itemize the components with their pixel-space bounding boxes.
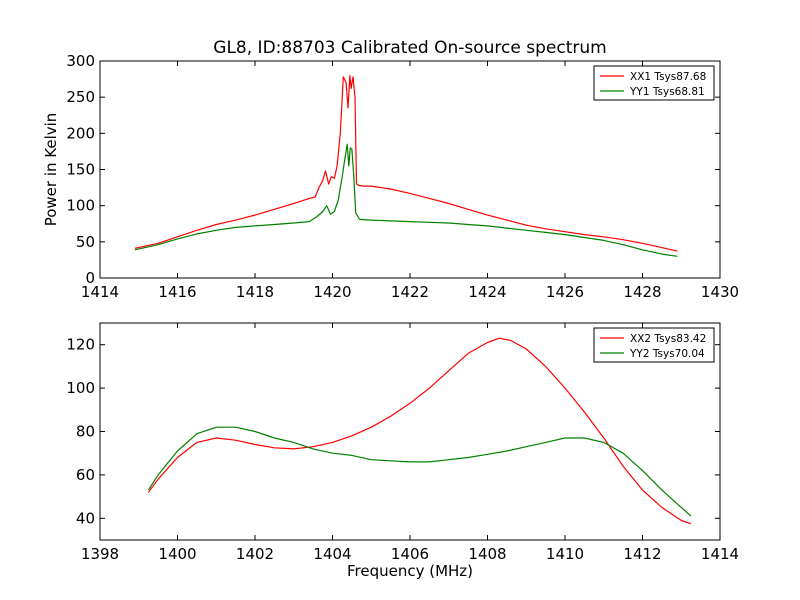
top-x-tick-label: 1418 [236,283,274,301]
bottom-plot-panel: 1398 1400 1402 1404 1406 1408 1410 1412 1414 40 60… [66,322,739,580]
bottom-x-tick-label: 1414 [701,545,739,563]
bottom-legend-box [593,327,715,363]
top-y-axis-label: Power in Kelvin [42,113,60,227]
bottom-x-tick-label: 1398 [81,545,119,563]
top-x-tick-label: 1426 [546,283,584,301]
bottom-x-tick-label: 1408 [468,545,506,563]
top-legend-box [593,65,715,101]
bottom-y-tick-label: 40 [76,509,95,527]
top-x-tick-label: 1428 [623,283,661,301]
bottom-y-tick-label: 80 [76,423,95,441]
bottom-legend-label-2: YY2 Tsys70.04 [629,348,705,360]
bottom-legend-label-1: XX2 Tsys83.42 [630,333,706,345]
bottom-x-axis-label: Frequency (MHz) [347,562,473,580]
top-series-line-1 [134,74,678,252]
top-y-tick-label: 250 [66,88,95,106]
bottom-x-tick-label: 1406 [391,545,429,563]
bottom-x-tick-label: 1410 [546,545,584,563]
top-plot-panel: 1414 1416 1418 1420 1422 1424 1426 1428 1430 0 50 1… [42,52,739,301]
top-y-tick-label: 200 [66,124,95,142]
bottom-x-tick-label: 1400 [158,545,196,563]
top-y-tick-label: 100 [66,197,95,215]
top-x-tick-label: 1424 [468,283,506,301]
top-x-tick-label: 1420 [313,283,351,301]
top-x-tick-label: 1422 [391,283,429,301]
top-y-tick-label: 150 [66,161,95,179]
bottom-y-tick-label: 120 [66,336,95,354]
top-legend-label-1: XX1 Tsys87.68 [630,71,706,83]
top-x-tick-label: 1416 [158,283,196,301]
top-legend-label-2: YY1 Tsys68.81 [629,86,705,98]
top-series-line-2 [134,143,678,257]
top-y-tick-label: 300 [66,52,95,70]
top-x-tick-label: 1430 [701,283,739,301]
bottom-x-tick-label: 1402 [236,545,274,563]
bottom-x-tick-label: 1404 [313,545,351,563]
bottom-series-line-1 [147,337,692,525]
top-x-tick-label: 1414 [81,283,119,301]
bottom-y-tick-label: 100 [66,379,95,397]
bottom-x-tick-label: 1412 [623,545,661,563]
top-y-tick-label: 0 [85,269,95,287]
chart-title: GL8, ID:88703 Calibrated On-source spect… [213,38,606,58]
bottom-series-line-2 [147,426,692,517]
bottom-y-tick-label: 60 [76,466,95,484]
top-y-tick-label: 50 [76,233,95,251]
